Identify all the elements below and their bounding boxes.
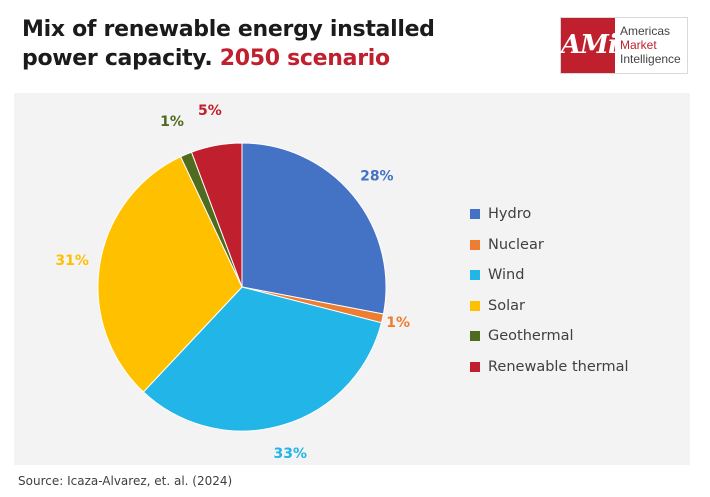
legend-item-wind: Wind	[470, 260, 629, 291]
legend-label: Hydro	[488, 206, 532, 223]
legend-swatch	[470, 239, 480, 250]
source-note: Source: Icaza-Alvarez, et. al. (2024)	[18, 474, 233, 488]
data-label-hydro: 28%	[360, 168, 394, 184]
pie-slice-hydro	[241, 142, 387, 315]
data-label-wind: 33%	[274, 446, 308, 462]
chart-panel: 28% 1% 33% 31% 1% 5% Hydro Nuclear Wind Solar Geo…	[14, 93, 690, 465]
legend-swatch	[470, 270, 480, 281]
legend-item-nuclear: Nuclear	[470, 230, 629, 261]
legend-swatch	[470, 300, 480, 311]
legend-label: Nuclear	[488, 236, 544, 253]
legend-swatch	[470, 209, 480, 220]
data-label-geothermal: 1%	[160, 114, 184, 130]
legend-label: Geothermal	[488, 328, 574, 345]
pie-slice-solar	[97, 156, 243, 393]
chart-title: Mix of renewable energy installed power …	[22, 15, 435, 73]
legend-item-geothermal: Geothermal	[470, 321, 629, 352]
legend-item-renewable-thermal: Renewable thermal	[470, 352, 629, 383]
legend-swatch	[470, 361, 480, 372]
title-line-1: Mix of renewable energy installed	[22, 17, 435, 42]
pie-slice-wind	[142, 286, 383, 432]
legend-item-solar: Solar	[470, 291, 629, 322]
legend-label: Wind	[488, 267, 525, 284]
data-label-solar: 31%	[55, 253, 89, 269]
data-label-renewable-thermal: 5%	[198, 103, 222, 119]
pie-slice-renewable-thermal	[190, 142, 243, 288]
logo-wordmark: Americas Market Intelligence	[620, 24, 681, 66]
company-logo: AMi Americas Market Intelligence	[560, 17, 688, 74]
legend-label: Renewable thermal	[488, 358, 629, 375]
pie-chart: 28% 1% 33% 31% 1% 5%	[55, 103, 410, 462]
data-label-nuclear: 1%	[386, 315, 410, 331]
logo-mark: AMi	[561, 18, 618, 73]
title-line-2: power capacity.	[22, 46, 213, 71]
title-accent: 2050 scenario	[219, 46, 390, 71]
legend-label: Solar	[488, 297, 525, 314]
chart-legend: Hydro Nuclear Wind Solar Geothermal Renewable…	[470, 199, 629, 382]
legend-item-hydro: Hydro	[470, 199, 629, 230]
logo-line-1: Americas	[620, 24, 671, 38]
logo-line-3: Intelligence	[620, 52, 681, 66]
legend-swatch	[470, 331, 480, 342]
logo-line-2: Market	[620, 38, 657, 52]
